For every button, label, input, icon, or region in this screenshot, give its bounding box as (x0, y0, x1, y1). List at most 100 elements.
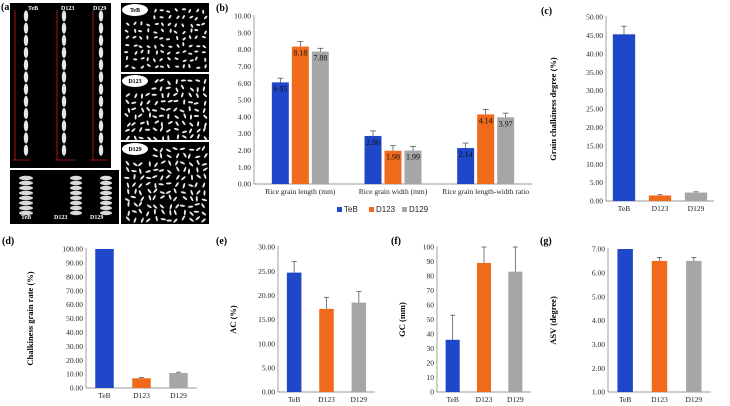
rice-grain (167, 92, 170, 98)
rice-grain (138, 162, 143, 167)
rice-grain (23, 10, 29, 22)
rice-grain (153, 15, 156, 20)
rice-grain (180, 79, 186, 82)
chart-f-ytick: 90 (427, 257, 435, 266)
rice-grain (134, 28, 137, 33)
chart-d-ytick: 20.00 (66, 356, 83, 365)
rice-grain (201, 211, 207, 216)
rice-grain (61, 34, 67, 47)
rice-grain (165, 38, 171, 41)
rice-grain (70, 210, 82, 216)
rice-grain (131, 128, 136, 133)
rice-grain (153, 168, 159, 171)
chart-g-bar-d123 (651, 260, 668, 392)
rice-grain (148, 194, 152, 201)
chart-b-ytick: 5.00 (238, 96, 251, 105)
rice-grain (190, 23, 194, 28)
chart-g-ytick: 7.00 (592, 245, 605, 254)
rice-grain (155, 50, 158, 55)
rice-grain (145, 218, 151, 223)
rice-grain (196, 87, 199, 93)
chart-d-ytick: 90.00 (66, 259, 83, 268)
rice-grain (145, 176, 152, 180)
rice-grain (98, 34, 104, 47)
chart-f-xtick: TeB (446, 395, 458, 404)
chart-c: 0.00 5.00 10.00 15.00 20.00 25.00 30.00 35.00 40… (548, 13, 714, 213)
rice-grain (98, 108, 104, 120)
chart-b-bar-d123 (477, 114, 495, 184)
rice-grain (201, 198, 208, 202)
rice-grain (189, 128, 192, 134)
rice-grain (182, 15, 185, 19)
photo-label-d123: D123 (128, 79, 141, 85)
rice-grain (147, 136, 152, 141)
rice-grain (180, 191, 187, 194)
rice-grain (70, 175, 82, 181)
rice-grain (153, 208, 156, 215)
rice-grain (187, 101, 194, 104)
rice-grain (158, 183, 164, 186)
rice-grain (167, 80, 171, 86)
rice-grain (188, 35, 192, 40)
chart-e-bar-d129 (351, 302, 367, 392)
chart-c-ytick: 15.00 (586, 141, 603, 150)
rice-grain (146, 45, 151, 49)
rice-grain (175, 203, 180, 209)
rice-grain (196, 93, 199, 98)
rice-grain (169, 28, 172, 33)
chart-b-ytick: 3.00 (238, 129, 251, 138)
rice-grain (196, 190, 201, 195)
rice-grain (168, 14, 172, 19)
rice-grain (155, 65, 159, 69)
rice-grain (179, 147, 186, 151)
chart-g-ytick: 2.00 (592, 364, 605, 373)
rice-grain (146, 23, 151, 27)
rice-grain (173, 218, 178, 223)
rice-grain (173, 99, 179, 103)
rice-grain (146, 100, 151, 105)
rice-grain (183, 209, 186, 216)
rice-grain (70, 205, 82, 211)
rice-grain (166, 10, 171, 13)
chart-d-ytick: 60.00 (66, 300, 83, 309)
rice-grain (189, 211, 194, 216)
rice-grain (175, 51, 180, 54)
chart-c-ytick: 25.00 (586, 105, 603, 114)
rice-grain (188, 9, 192, 13)
rice-grain (159, 16, 164, 19)
rice-grain (202, 86, 205, 92)
stack-label-teb: TeB (21, 215, 31, 221)
rice-grain (127, 201, 130, 207)
rice-grain (61, 71, 67, 83)
chart-f-xtick: D129 (507, 395, 524, 404)
chart-b-legend-swatch (402, 207, 407, 212)
rice-grain (194, 182, 198, 188)
rice-grain (167, 135, 170, 141)
rice-grain (124, 113, 129, 117)
chart-b-data-label: 2.14 (459, 150, 473, 159)
rice-grain (204, 153, 208, 158)
chart-b-bar-d129 (404, 150, 422, 184)
rice-grain (19, 210, 33, 216)
panel-label-b: (b) (216, 3, 228, 14)
chart-c-ytick: 40.00 (586, 49, 603, 58)
rice-grain (190, 189, 194, 196)
panel-label-a: (a) (1, 2, 13, 13)
chart-b-legend-swatch (369, 207, 374, 212)
rice-grain (19, 195, 33, 201)
rice-grain (131, 107, 137, 111)
rice-grain (173, 209, 177, 216)
rice-grain (125, 93, 131, 97)
chart-e-ytick: 20.00 (258, 291, 275, 300)
rice-grain (187, 205, 194, 208)
chart-d-xtick: D123 (133, 391, 150, 400)
rice-grain (124, 51, 129, 54)
chart-d-xtick: TeB (98, 391, 110, 400)
chart-b-ytick: 8.00 (238, 45, 251, 54)
rice-grain (155, 215, 158, 222)
rice-grain (182, 64, 185, 69)
chart-b-bar-d123 (384, 150, 402, 184)
panel-label-f: (f) (391, 236, 401, 247)
rice-grain (138, 45, 143, 49)
chart-g-ytick: 6.00 (592, 268, 605, 277)
